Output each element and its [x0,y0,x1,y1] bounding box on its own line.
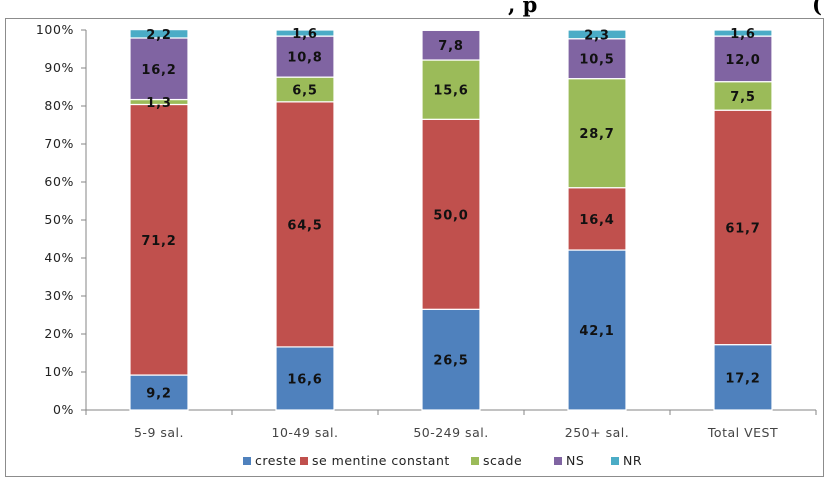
bar-segment [421,29,481,61]
data-label: 16,4 [579,213,614,228]
data-label: 71,2 [141,234,176,249]
data-label: 10,5 [579,53,614,68]
bar-segment [713,81,773,111]
legend-label: scade [483,453,522,468]
data-label: 1,3 [146,96,171,111]
data-label: 10,8 [287,51,322,66]
y-tick-label: 80% [44,98,74,113]
legend-label: creste [255,453,297,468]
data-label: 16,2 [141,63,176,78]
y-tick-label: 100% [36,22,74,37]
bars-group [129,29,773,411]
axes-group: 0% 10% 20% 30% 40% 50% 60% 70% 80% 90% 100% 5-9 sal… [36,22,817,440]
bar-segment [129,37,189,101]
data-label: 1,6 [292,27,317,42]
data-label: 7,8 [438,39,463,54]
bar-segment [129,29,189,39]
bar-segment [567,249,627,411]
legend-swatch [611,457,619,465]
bar-segment [421,308,481,411]
y-tick-label: 90% [44,60,74,75]
bar-segment [275,29,335,37]
data-label: 15,6 [433,84,468,99]
data-label: 17,2 [725,371,760,386]
data-label: 6,5 [292,83,317,98]
bar-segment [275,346,335,411]
header-fragment-right: ( [812,0,822,17]
data-label: 61,7 [725,221,760,236]
bar-segment [713,109,773,346]
data-label: 2,2 [146,28,171,43]
data-label: 2,3 [584,28,609,43]
y-tick-label: 40% [44,250,74,265]
x-tick-label: Total VEST [707,425,778,440]
bar-segment [275,35,335,78]
chart-border [5,18,824,477]
bar-segment [567,38,627,80]
data-label: 16,6 [287,372,322,387]
y-tick-label: 30% [44,288,74,303]
data-label: 12,0 [725,53,760,68]
legend-label: se mentine constant [312,453,450,468]
y-tick-label: 50% [44,212,74,227]
x-tick-label: 5-9 sal. [134,425,184,440]
data-label: 9,2 [146,387,171,402]
data-label: 1,6 [730,27,755,42]
data-label: 28,7 [579,127,614,142]
data-labels-group: 9,2 71,2 1,3 16,2 2,2 16,6 64,5 6,5 10,8 1,6 26,5 5… [141,27,760,402]
bar-segment [713,344,773,411]
bar-segment [567,187,627,251]
legend-swatch [243,457,251,465]
data-label: 50,0 [433,208,468,223]
data-label: 7,5 [730,90,755,105]
bar-segment [713,29,773,37]
bar-segment [713,35,773,83]
y-tick-label: 60% [44,174,74,189]
y-tick-label: 10% [44,364,74,379]
x-tick-label: 50-249 sal. [413,425,488,440]
data-label: 42,1 [579,324,614,339]
bar-segment [421,118,481,310]
x-tick-label: 10-49 sal. [272,425,339,440]
y-tick-label: 0% [53,402,74,417]
legend-swatch [471,457,479,465]
data-label: 64,5 [287,218,322,233]
bar-segment [129,103,189,376]
legend-swatch [300,457,308,465]
legend: creste se mentine constant scade NS NR [243,453,642,468]
legend-label: NR [623,453,642,468]
header-fragment-left: , p [508,0,537,17]
y-tick-label: 20% [44,326,74,341]
legend-label: NS [566,453,584,468]
bar-segment [567,29,627,40]
y-tick-label: 70% [44,136,74,151]
legend-swatch [554,457,562,465]
x-tick-label: 250+ sal. [565,425,629,440]
data-label: 26,5 [433,354,468,369]
